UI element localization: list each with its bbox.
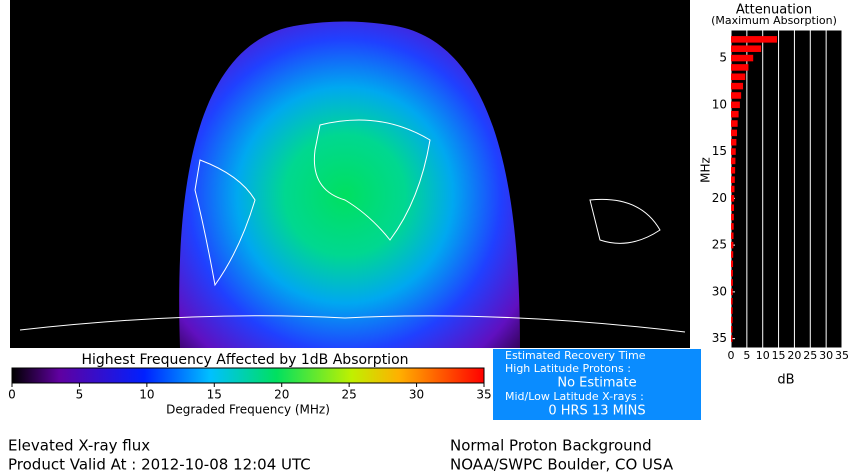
- bar: [731, 148, 736, 155]
- bar: [731, 297, 733, 305]
- bar: [731, 307, 733, 314]
- bar: [731, 36, 777, 43]
- chart-title: Attenuation: [736, 3, 812, 18]
- absorption-region: [179, 21, 520, 348]
- bar: [731, 232, 734, 240]
- coastline: [194, 159, 256, 287]
- bar: [731, 260, 734, 268]
- bar: [731, 176, 735, 183]
- y-tick-label: 35: [712, 331, 727, 345]
- x-tick-label: 35: [835, 349, 849, 362]
- colorbar-label: Degraded Frequency (MHz): [166, 403, 330, 417]
- recovery-label: Mid/Low Latitude X-rays :: [505, 390, 644, 403]
- bar: [731, 316, 733, 324]
- bar: [731, 195, 735, 202]
- credit: NOAA/SWPC Boulder, CO USA: [450, 456, 674, 474]
- colorbar-tick-label: 35: [476, 388, 491, 402]
- colorbar: [11, 367, 485, 384]
- bar: [731, 204, 735, 211]
- bar: [731, 185, 735, 193]
- x-axis-label: dB: [777, 373, 794, 388]
- bar: [731, 73, 746, 81]
- colorbar-tick-label: 5: [76, 388, 84, 402]
- y-tick-label: 20: [712, 191, 727, 205]
- bar: [731, 64, 749, 71]
- recovery-panel: [493, 349, 701, 420]
- recovery-label: High Latitude Protons :: [505, 362, 631, 375]
- bar: [731, 54, 754, 62]
- bar: [731, 279, 733, 286]
- y-tick-label: 5: [719, 51, 727, 65]
- colorbar-tick-label: 20: [274, 388, 289, 402]
- coastline: [313, 119, 431, 241]
- y-tick-label: 15: [712, 144, 727, 158]
- x-tick-label: 30: [819, 349, 833, 362]
- bar: [731, 326, 733, 333]
- y-axis-label: MHz: [699, 157, 713, 183]
- colorbar-title: Highest Frequency Affected by 1dB Absorp…: [81, 352, 408, 368]
- bar: [731, 45, 762, 52]
- bar: [731, 167, 736, 174]
- coastline: [589, 198, 661, 244]
- valid-time: Product Valid At : 2012-10-08 12:04 UTC: [8, 456, 311, 474]
- x-tick-label: 5: [743, 349, 750, 362]
- chart-area: [730, 29, 843, 349]
- bar: [731, 101, 740, 109]
- recovery-title: Estimated Recovery Time: [505, 349, 646, 362]
- coastline: [19, 315, 686, 333]
- bar: [731, 269, 733, 277]
- y-tick-label: 10: [712, 97, 727, 111]
- recovery-value: No Estimate: [557, 376, 636, 391]
- bar: [731, 92, 742, 99]
- bar: [731, 138, 737, 146]
- colorbar-tick-label: 15: [207, 388, 222, 402]
- bar: [731, 288, 733, 296]
- x-tick-label: 0: [728, 349, 735, 362]
- bar: [731, 82, 744, 90]
- proton-status: Normal Proton Background: [450, 437, 652, 455]
- x-tick-label: 10: [756, 349, 770, 362]
- bar: [731, 335, 733, 342]
- x-tick-label: 25: [803, 349, 817, 362]
- y-tick-label: 30: [712, 284, 727, 298]
- x-tick-label: 20: [787, 349, 801, 362]
- bar: [731, 110, 739, 118]
- bar: [731, 241, 734, 249]
- chart-subtitle: (Maximum Absorption): [711, 14, 837, 27]
- colorbar-tick-label: 25: [342, 388, 357, 402]
- bar: [731, 223, 734, 230]
- y-tick-label: 25: [712, 238, 727, 252]
- bar: [731, 120, 738, 127]
- bar: [731, 213, 734, 221]
- colorbar-tick-label: 10: [139, 388, 154, 402]
- colorbar-tick-label: 0: [8, 388, 16, 402]
- bar: [731, 251, 734, 258]
- bar: [731, 129, 738, 137]
- colorbar-tick-label: 30: [409, 388, 424, 402]
- recovery-value: 0 HRS 13 MINS: [548, 404, 645, 419]
- x-tick-label: 15: [772, 349, 786, 362]
- status: Elevated X-ray flux: [8, 437, 150, 455]
- bar: [731, 157, 736, 165]
